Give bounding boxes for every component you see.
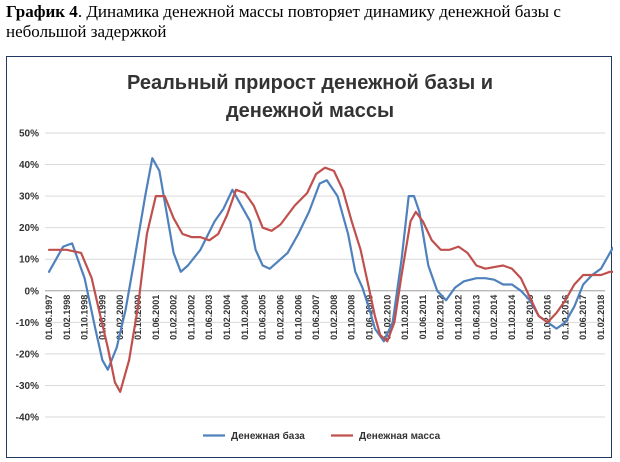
x-tick-label: 01.02.2018 xyxy=(596,295,606,340)
x-tick-label: 01.06.2013 xyxy=(471,295,481,340)
x-tick-label: 01.02.2002 xyxy=(169,295,179,340)
y-tick-label: 50% xyxy=(19,129,39,140)
x-tick-label: 01.02.2012 xyxy=(436,295,446,340)
y-tick-label: -10% xyxy=(16,318,39,329)
x-tick-label: 01.06.2009 xyxy=(365,295,375,340)
x-tick-label: 01.02.2016 xyxy=(543,295,553,340)
x-tick-label: 01.10.2016 xyxy=(560,295,570,340)
x-tick-label: 01.06.2011 xyxy=(418,295,428,340)
figure-caption: График 4. Динамика денежной массы повтор… xyxy=(6,2,612,42)
x-tick-label: 01.06.2003 xyxy=(204,295,214,340)
y-tick-label: 20% xyxy=(19,223,39,234)
y-tick-label: -40% xyxy=(16,413,39,424)
x-tick-label: 01.06.2001 xyxy=(151,295,161,340)
y-tick-label: 30% xyxy=(19,192,39,203)
x-tick-label: 01.06.1999 xyxy=(97,295,107,340)
x-tick-label: 01.10.2008 xyxy=(347,295,357,340)
x-tick-label: 01.10.2002 xyxy=(186,295,196,340)
caption-label: График 4 xyxy=(6,2,78,21)
x-tick-label: 01.06.1997 xyxy=(44,295,54,340)
x-tick-label: 01.06.2017 xyxy=(578,295,588,340)
series-line xyxy=(47,166,613,393)
x-tick-label: 01.02.2006 xyxy=(275,295,285,340)
x-tick-label: 01.06.2015 xyxy=(525,295,535,340)
x-tick-label: 01.02.2010 xyxy=(382,295,392,340)
x-tick-label: 01.02.1998 xyxy=(62,295,72,340)
y-tick-label: 10% xyxy=(19,255,39,266)
x-tick-label: 01.06.2005 xyxy=(258,295,268,340)
x-tick-label: 01.10.2004 xyxy=(240,295,250,340)
chart-title-line: Реальный прирост денежной базы и xyxy=(127,72,493,94)
line-chart: Реальный прирост денежной базы и денежной… xyxy=(16,72,613,442)
x-tick-label: 01.10.2010 xyxy=(400,295,410,340)
x-tick-label: 01.02.2008 xyxy=(329,295,339,340)
y-tick-label: -20% xyxy=(16,349,39,360)
x-tick-label: 01.10.2000 xyxy=(133,295,143,340)
chart-title-line: денежной массы xyxy=(226,100,394,122)
x-tick-label: 01.02.2000 xyxy=(115,295,125,340)
chart-frame: Реальный прирост денежной базы и денежной… xyxy=(6,56,613,458)
x-tick-label: 01.10.1998 xyxy=(80,295,90,340)
x-tick-label: 01.02.2014 xyxy=(489,295,499,340)
y-tick-label: 40% xyxy=(19,160,39,171)
x-tick-label: 01.10.2012 xyxy=(454,295,464,340)
x-tick-label: 01.06.2007 xyxy=(311,295,321,340)
y-tick-label: -30% xyxy=(16,381,39,392)
legend-label: Денежная база xyxy=(231,430,305,442)
x-tick-label: 01.10.2006 xyxy=(293,295,303,340)
series-line xyxy=(47,157,613,371)
x-tick-label: 01.02.2004 xyxy=(222,295,232,340)
legend-label: Денежная масса xyxy=(359,431,441,442)
x-tick-label: 01.10.2014 xyxy=(507,295,517,340)
y-tick-label: 0% xyxy=(25,286,40,297)
caption-text: . Динамика денежной массы повторяет дина… xyxy=(6,2,561,41)
